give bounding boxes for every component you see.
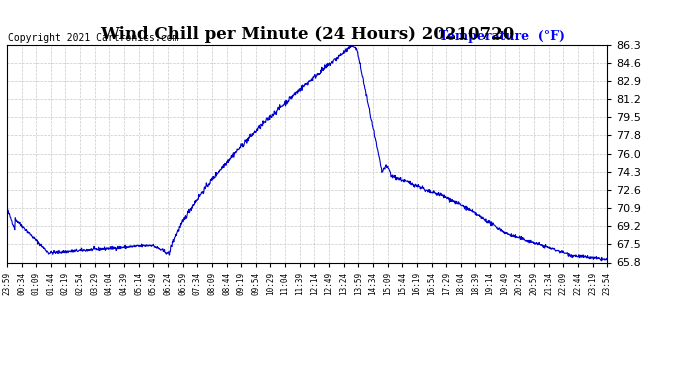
Text: Copyright 2021 Cartronics.com: Copyright 2021 Cartronics.com bbox=[8, 33, 178, 43]
Text: Temperature  (°F): Temperature (°F) bbox=[439, 30, 565, 43]
Title: Wind Chill per Minute (24 Hours) 20210720: Wind Chill per Minute (24 Hours) 2021072… bbox=[100, 27, 514, 44]
